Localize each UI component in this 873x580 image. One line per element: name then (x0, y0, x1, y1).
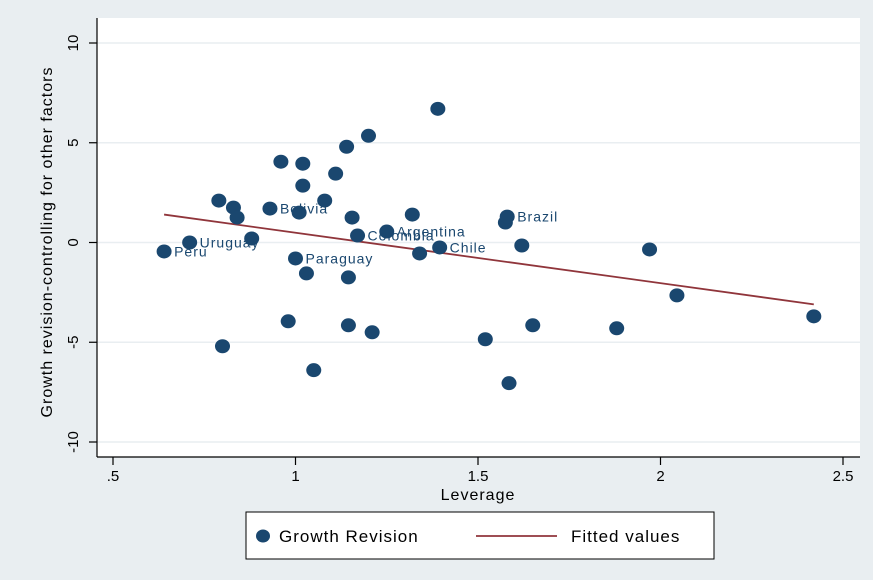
scatter-point-16 (317, 193, 333, 208)
scatter-point-1 (182, 235, 198, 250)
scatter-point-28 (430, 101, 446, 116)
scatter-point-39 (806, 309, 822, 324)
scatter-point-21 (344, 210, 360, 225)
x-axis-ticks: .5 1 1.5 2 2.5 (107, 457, 854, 485)
legend-marker-growth-revision (256, 529, 270, 543)
scatter-point-14 (298, 266, 314, 281)
scatter-point-25 (379, 224, 395, 239)
scatter-point-8 (273, 154, 289, 169)
legend-label-growth-revision: Growth Revision (279, 527, 419, 546)
x-tick-label-4: 2.5 (833, 468, 854, 485)
scatter-point-36 (609, 321, 625, 336)
y-axis-title: Growth revision-controlling for other fa… (39, 67, 56, 418)
plot-area (97, 18, 860, 457)
y-axis-ticks: -10 -5 0 5 10 (65, 35, 97, 453)
y-tick-label-1: -5 (65, 336, 82, 349)
scatter-point-34 (514, 238, 530, 253)
x-tick-label-3: 2 (656, 468, 664, 485)
fitted-values-line (163, 213, 814, 306)
scatter-point-6 (244, 231, 260, 246)
scatter-point-15 (306, 363, 322, 378)
scatter-point-38 (669, 288, 685, 303)
x-tick-label-0: .5 (107, 468, 120, 485)
scatter-point-9 (280, 314, 296, 329)
scatter-point-10 (288, 251, 303, 266)
scatter-point-22 (350, 228, 366, 243)
scatter-point-2 (211, 193, 227, 208)
y-tick-label-3: 5 (65, 139, 82, 147)
scatter-point-37 (642, 242, 658, 257)
x-axis-title: Leverage (441, 487, 516, 504)
scatter-point-33 (501, 376, 517, 391)
scatter-point-12 (295, 156, 311, 171)
point-label-peru: Peru (174, 243, 208, 259)
scatter-point-0 (156, 244, 172, 259)
x-tick-label-1: 1 (291, 468, 299, 485)
scatter-points-layer (156, 101, 822, 391)
point-label-argentina: Argentina (397, 224, 466, 240)
scatter-point-30 (477, 332, 493, 347)
point-label-chile: Chile (450, 239, 487, 255)
scatter-point-23 (361, 128, 376, 143)
point-label-bolivia: Bolivia (280, 201, 328, 217)
point-label-paraguay: Paraguay (306, 250, 374, 266)
y-tick-label-0: -10 (65, 431, 82, 453)
point-label-uruguay: Uruguay (200, 235, 260, 251)
grid-lines (97, 42, 860, 443)
scatter-point-24 (364, 325, 380, 340)
scatter-point-35 (525, 318, 541, 333)
scatter-point-20 (340, 270, 356, 285)
point-label-brazil: Brazil (517, 209, 558, 225)
scatter-point-18 (339, 139, 355, 154)
fitted-line-layer (163, 213, 814, 306)
y-tick-label-4: 10 (65, 35, 82, 52)
scatter-point-32 (499, 209, 515, 224)
y-tick-label-2: 0 (65, 238, 82, 246)
point-label-colombia: Colombia (368, 228, 435, 244)
scatter-point-29 (432, 240, 448, 255)
x-tick-label-2: 1.5 (468, 468, 489, 485)
scatter-point-17 (328, 166, 344, 181)
scatter-point-11 (291, 205, 307, 220)
legend-label-fitted-values: Fitted values (571, 527, 680, 546)
scatter-point-27 (412, 246, 428, 261)
scatter-point-5 (229, 210, 245, 225)
scatter-point-3 (215, 339, 230, 354)
legend: Growth Revision Fitted values (245, 511, 715, 560)
scatter-point-19 (340, 318, 356, 333)
scatter-point-26 (404, 207, 420, 222)
scatter-point-13 (295, 178, 311, 193)
scatter-point-7 (262, 201, 278, 216)
